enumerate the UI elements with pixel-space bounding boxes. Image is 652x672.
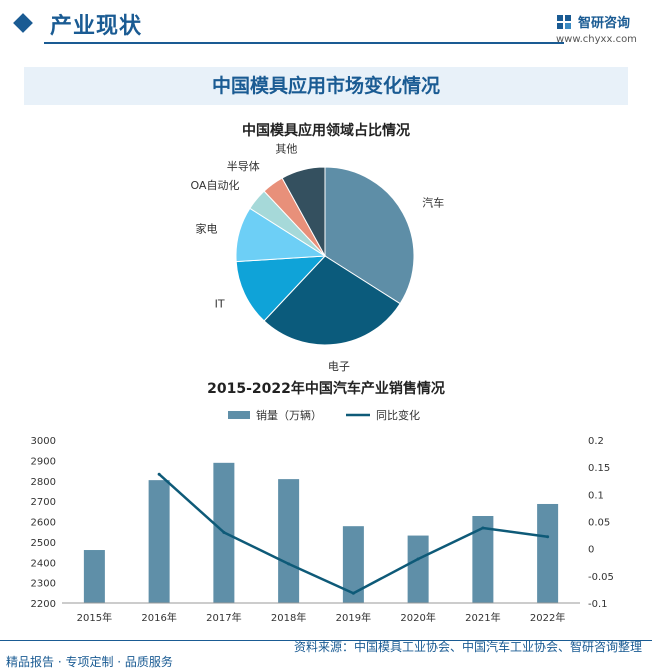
section-title: 产业现状 [50, 14, 143, 39]
pie-label-1: 电子 [328, 360, 350, 372]
yoy-point-5 [416, 557, 420, 561]
pie-label-2: IT [215, 297, 225, 310]
bar-0 [83, 550, 105, 603]
x-tick-5: 2020年 [400, 611, 435, 624]
yoy-point-2 [222, 530, 226, 534]
x-tick-1: 2016年 [141, 611, 176, 624]
x-tick-4: 2019年 [336, 611, 371, 624]
y-right-tick-4: 0.1 [588, 490, 604, 501]
pie-label-0: 汽车 [422, 196, 444, 210]
x-tick-7: 2022年 [530, 611, 565, 624]
yoy-point-6 [481, 526, 485, 530]
pie-label-5: 半导体 [227, 159, 260, 173]
x-tick-3: 2018年 [271, 611, 306, 624]
y-left-tick-6: 2800 [31, 477, 56, 488]
legend-swatch-sales [228, 411, 250, 419]
pie-slice-1 [263, 255, 401, 346]
x-tick-0: 2015年 [77, 611, 112, 624]
bar-7 [537, 503, 559, 603]
y-left-tick-5: 2700 [31, 497, 56, 508]
diamond-icon [13, 13, 33, 33]
y-right-tick-6: 0.2 [588, 436, 604, 447]
yoy-point-1 [157, 472, 161, 476]
title-banner: 中国模具应用市场变化情况 [24, 67, 628, 105]
pie-label-3: 家电 [195, 221, 217, 235]
brand-logo: 智研咨询 www.chyxx.com [556, 12, 637, 48]
bar-4 [342, 526, 364, 603]
chart-legend: 销量（万辆） 同比变化 [228, 408, 420, 422]
bar-chart-title: 2015-2022年中国汽车产业销售情况 [207, 381, 445, 397]
y-left-tick-8: 3000 [31, 436, 56, 447]
pie-slice-6 [281, 166, 326, 257]
y-left-tick-4: 2600 [31, 518, 56, 529]
y-left-tick-7: 2900 [31, 456, 56, 467]
pie-slice-2 [235, 255, 327, 322]
logo-url: www.chyxx.com [556, 34, 637, 45]
pie-chart-title: 中国模具应用领域占比情况 [242, 123, 410, 139]
y-right-tick-5: 0.15 [588, 463, 610, 474]
yoy-point-4 [351, 591, 355, 595]
bar-6 [472, 515, 494, 603]
pie-label-6: 其他 [275, 142, 297, 155]
logo-name: 智研咨询 [578, 16, 631, 31]
y-left-tick-2: 2400 [31, 558, 56, 569]
y-left-tick-0: 2200 [31, 599, 56, 610]
logo-mark-icon [557, 15, 571, 29]
footer-source: 资料来源：中国模具工业协会、中国汽车工业协会、智研咨询整理 [293, 640, 642, 654]
header-divider [44, 42, 564, 44]
pie-slice-0 [324, 166, 415, 305]
footer-divider [0, 640, 652, 641]
page-header: 产业现状 智研咨询 www.chyxx.com [0, 0, 652, 52]
y-left-tick-1: 2300 [31, 579, 56, 590]
pie-label-4: OA自动化 [190, 178, 239, 192]
legend-label-yoy: 同比变化 [376, 408, 420, 422]
bar-3 [278, 479, 300, 603]
y-right-tick-3: 0.05 [588, 518, 610, 529]
bar-1 [148, 480, 170, 603]
banner-title: 中国模具应用市场变化情况 [211, 75, 440, 97]
x-tick-6: 2021年 [465, 611, 500, 624]
x-tick-2: 2017年 [206, 611, 241, 624]
y-right-tick-1: -0.05 [588, 572, 614, 583]
sales-combo-chart: 销量（万辆） 同比变化 2200 2300 2400 2500 2600 2700 2800 29… [31, 408, 614, 624]
y-right-tick-2: 0 [588, 545, 594, 556]
y-right-tick-0: -0.1 [588, 599, 608, 610]
bar-5 [407, 535, 429, 603]
yoy-point-3 [287, 562, 291, 566]
legend-label-sales: 销量（万辆） [256, 408, 322, 422]
yoy-point-7 [546, 535, 550, 539]
y-left-tick-3: 2500 [31, 538, 56, 549]
footer-slogan: 精品报告 · 专项定制 · 品质服务 [6, 655, 173, 669]
